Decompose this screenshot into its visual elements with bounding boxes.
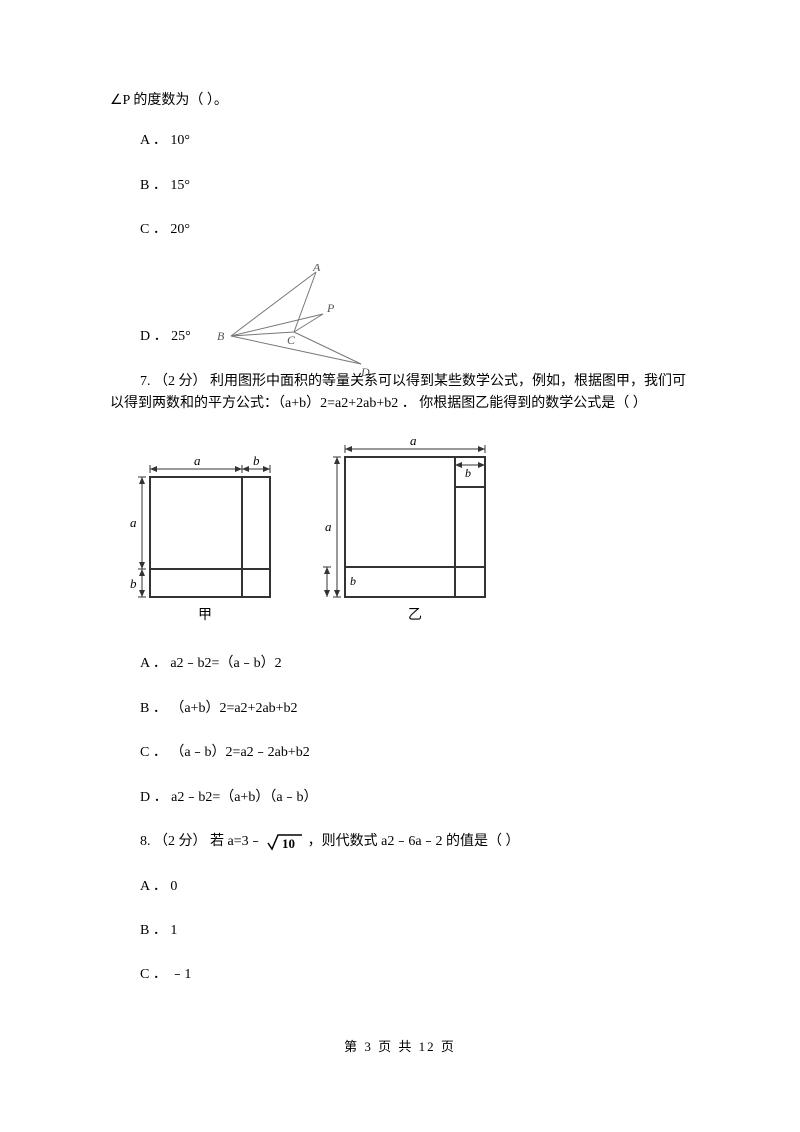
q7-figure-jia: a b a bbox=[130, 455, 280, 625]
q8-pre: 若 a=3﹣ bbox=[210, 834, 266, 849]
svg-text:b: b bbox=[350, 574, 356, 588]
label-c: C bbox=[287, 333, 296, 347]
label-b: B bbox=[217, 329, 225, 343]
svg-text:乙: 乙 bbox=[408, 607, 422, 623]
label-p: P bbox=[326, 301, 335, 315]
q8-score: （2 分） bbox=[154, 834, 207, 849]
svg-text:甲: 甲 bbox=[198, 608, 212, 623]
svg-text:b: b bbox=[253, 455, 260, 468]
q7-option-c: C ． （a﹣b）2=a2﹣2ab+b2 bbox=[110, 742, 690, 764]
q8-post: ，则代数式 a2﹣6a﹣2 的值是（ ） bbox=[308, 834, 520, 849]
q8-number: 8. bbox=[110, 834, 151, 849]
q7-option-b: B ． （a+b）2=a2+2ab+b2 bbox=[110, 698, 690, 720]
svg-text:b: b bbox=[465, 466, 471, 480]
q-prev-figure-triangles: A B C D P bbox=[211, 264, 371, 379]
q8-option-a: A ． 0 bbox=[110, 876, 690, 898]
sqrt-icon: 10 bbox=[266, 831, 304, 853]
q-prev-stem-tail: ∠P 的度数为（ ）。 bbox=[110, 90, 690, 112]
q7-option-d: D ． a2﹣b2=（a+b）（a﹣b） bbox=[110, 787, 690, 809]
svg-text:a: a bbox=[325, 519, 332, 534]
q8-option-c: C ． ﹣1 bbox=[110, 964, 690, 986]
svg-text:b: b bbox=[130, 576, 137, 591]
svg-text:10: 10 bbox=[282, 836, 295, 851]
q-prev-option-a: A ． 10° bbox=[110, 130, 690, 152]
page-footer: 第 3 页 共 12 页 bbox=[110, 1037, 690, 1058]
q7-score: （2 分） bbox=[154, 374, 207, 389]
svg-text:a: a bbox=[410, 435, 417, 448]
label-a: A bbox=[312, 264, 321, 274]
q7-option-a: A ． a2﹣b2=（a﹣b）2 bbox=[110, 653, 690, 675]
q8-option-b: B ． 1 bbox=[110, 920, 690, 942]
q-prev-option-b: B ． 15° bbox=[110, 175, 690, 197]
q7-number: 7. bbox=[110, 374, 151, 389]
svg-text:a: a bbox=[194, 455, 201, 468]
q7-figure-yi: a b a bbox=[320, 435, 500, 625]
q-prev-option-d: D ． 25° bbox=[140, 326, 191, 348]
svg-text:a: a bbox=[130, 515, 137, 530]
q-prev-option-c: C ． 20° bbox=[110, 219, 690, 241]
